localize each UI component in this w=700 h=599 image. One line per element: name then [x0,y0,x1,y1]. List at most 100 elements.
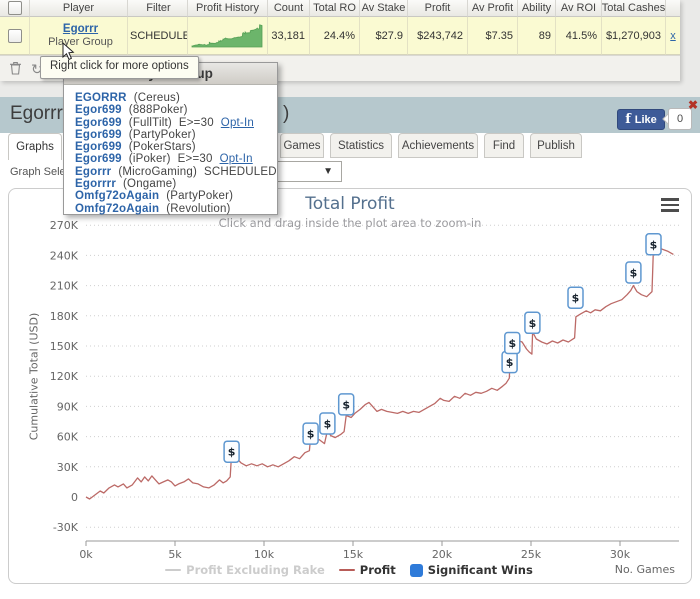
svg-text:180K: 180K [50,310,79,323]
significant-win-marker: $ [224,441,239,462]
column-header-player[interactable]: Player [30,0,128,17]
total-ro-cell: 24.4% [310,17,360,55]
svg-text:240K: 240K [50,249,79,262]
svg-text:0: 0 [71,491,78,504]
column-header-av-stake[interactable]: Av Stake [360,0,408,17]
svg-text:$: $ [307,428,315,441]
column-header-profit[interactable]: Profit [408,0,468,17]
column-header-spacer [666,0,680,17]
count-cell: 33,181 [268,17,310,55]
chevron-down-icon: ▼ [323,166,333,177]
player-group-item[interactable]: Egor699(PokerStars) [75,141,277,153]
player-group-item[interactable]: Egorrr(MicroGaming)SCHEDULED [75,166,277,178]
select-all-cell [0,0,30,17]
svg-text:$: $ [630,267,638,280]
tab-graphs[interactable]: Graphs [8,133,62,160]
svg-text:60K: 60K [57,431,79,444]
column-header-av-roi[interactable]: Av ROI [556,0,602,17]
profit-history-sparkline [190,22,266,50]
opt-in-link[interactable]: Opt-In [220,153,253,165]
remove-row-cell: x [666,17,680,55]
player-group-item[interactable]: Egor699(PartyPoker) [75,129,277,141]
player-group-item[interactable]: Egor699(iPoker)E>=30Opt-In [75,153,277,165]
tab-publish[interactable]: Publish [530,133,582,158]
player-group-popup: Player Group EGORRR(Cereus) Egor699(888P… [63,62,278,215]
significant-win-marker: $ [525,312,540,333]
tab-statistics[interactable]: Statistics [330,133,392,158]
player-cell: Egorrr Player Group [30,17,128,55]
player-group-item[interactable]: Egor699(FullTilt)E>=30Opt-In [75,117,277,129]
svg-text:$: $ [529,317,537,330]
svg-text:270K: 270K [50,219,79,232]
player-group-label: Player Group [48,36,113,49]
significant-win-marker: $ [502,352,517,373]
significant-win-marker: $ [646,234,661,255]
av-stake-cell: $27.9 [360,17,408,55]
legend-item-significant-wins[interactable]: Significant Wins [410,563,533,577]
column-header-profit-history[interactable]: Profit History [188,0,268,17]
column-header-av-profit[interactable]: Av Profit [468,0,518,17]
facebook-icon: f [625,112,631,127]
significant-win-marker: $ [568,287,583,308]
profit-history-cell [188,17,268,55]
svg-text:$: $ [506,356,514,369]
svg-text:30K: 30K [57,461,79,474]
remove-row-link[interactable]: x [670,30,676,42]
legend-square-icon [410,564,423,577]
svg-text:30k: 30k [610,548,631,561]
column-header-filter[interactable]: Filter [128,0,188,17]
legend-item-profit[interactable]: Profit [339,563,396,577]
svg-text:210K: 210K [50,280,79,293]
like-label: Like [635,114,657,126]
table-row: Egorrr Player Group SCHEDULE 33,181 24.4… [0,17,680,55]
column-header-ability[interactable]: Ability [518,0,556,17]
svg-text:$: $ [342,398,350,411]
chart-plot-area[interactable]: -30K030K60K90K120K150K180K210K240K270K0k… [10,190,692,584]
tab-achievements[interactable]: Achievements [398,133,478,158]
tab-find[interactable]: Find [484,133,524,158]
svg-text:15k: 15k [343,548,364,561]
profit-cell: $243,742 [408,17,468,55]
tab-games[interactable]: Games [280,133,324,158]
significant-win-marker: $ [505,333,520,354]
av-profit-cell: $7.35 [468,17,518,55]
facebook-like-button[interactable]: f Like [617,109,665,130]
svg-text:$: $ [324,418,332,431]
svg-text:10k: 10k [254,548,275,561]
svg-text:$: $ [650,238,658,251]
x-axis-title: No. Games [603,563,675,576]
column-header-count[interactable]: Count [268,0,310,17]
legend-item-profit-excluding-rake[interactable]: Profit Excluding Rake [165,563,325,577]
player-group-item[interactable]: Omfg72oAgain(Revolution) [75,203,277,215]
svg-text:$: $ [508,337,516,350]
mouse-cursor [62,42,76,61]
svg-text:$: $ [572,292,580,305]
opt-in-link[interactable]: Opt-In [221,117,254,129]
row-checkbox[interactable] [8,29,22,43]
svg-text:90K: 90K [57,400,79,413]
svg-text:5k: 5k [168,548,182,561]
av-roi-cell: 41.5% [556,17,602,55]
player-link[interactable]: Egorrr [63,23,98,36]
significant-win-marker: $ [320,413,335,434]
significant-win-marker: $ [626,262,641,283]
significant-win-marker: $ [303,423,318,444]
player-group-item[interactable]: Egor699(888Poker) [75,104,277,116]
ability-cell: 89 [518,17,556,55]
svg-text:0k: 0k [79,548,93,561]
column-header-total-ro[interactable]: Total RO [310,0,360,17]
svg-text:120K: 120K [50,370,79,383]
legend-dash-icon [339,569,355,572]
svg-text:25k: 25k [521,548,542,561]
total-profit-chart: Total Profit Click and drag inside the p… [8,188,692,584]
player-group-item[interactable]: EGORRR(Cereus) [75,92,277,104]
delete-icon[interactable] [9,61,22,77]
column-header-total-cashes[interactable]: Total Cashes [602,0,666,17]
close-section-button[interactable]: ✖ [688,98,698,112]
significant-win-marker: $ [339,394,354,415]
select-all-checkbox[interactable] [8,1,22,15]
chart-legend: Profit Excluding Rake Profit Significant… [99,563,599,577]
player-group-item[interactable]: Egorrrr(Ongame) [75,178,277,190]
player-group-item[interactable]: Omfg72oAgain(PartyPoker) [75,190,277,202]
popup-item-list: EGORRR(Cereus) Egor699(888Poker) Egor699… [64,85,277,215]
